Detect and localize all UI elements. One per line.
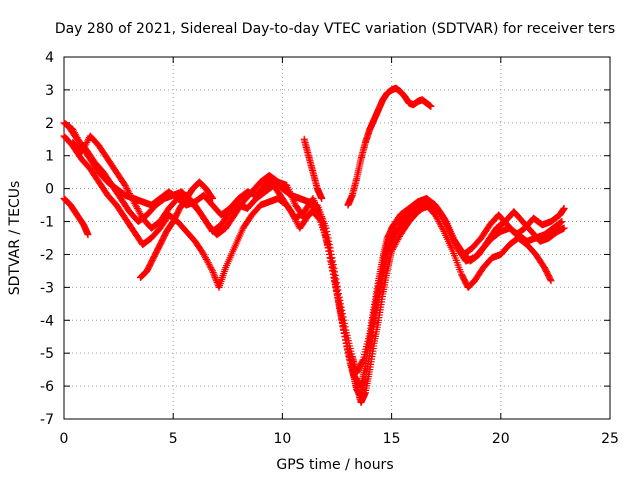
data-point xyxy=(84,231,92,239)
plot-frame xyxy=(63,56,611,420)
y-tick-label: -2 xyxy=(40,247,54,263)
y-tick-label: -4 xyxy=(40,313,54,329)
data-point-marker xyxy=(340,316,348,324)
y-axis: -7 -6 -5 -4 -3 -2 -1 0 1 2 3 4 xyxy=(40,50,610,428)
data-point-marker xyxy=(336,300,344,308)
data-point-marker xyxy=(332,275,340,283)
x-tick-label: 5 xyxy=(169,431,178,447)
data-point-marker xyxy=(333,279,341,287)
data-point-marker xyxy=(209,269,217,277)
data-point xyxy=(335,293,343,301)
data-point-marker xyxy=(356,381,364,389)
y-tick-label: -6 xyxy=(40,379,54,395)
data-point xyxy=(209,195,217,203)
data-point-marker xyxy=(327,250,335,258)
series-5 xyxy=(60,195,92,239)
data-point-marker xyxy=(338,310,346,318)
data-point-marker xyxy=(325,237,333,245)
data-point-marker xyxy=(329,261,337,269)
y-tick-label: -7 xyxy=(40,412,54,428)
data-point xyxy=(322,224,330,232)
data-point-marker xyxy=(325,241,333,249)
data-point-marker xyxy=(339,313,347,321)
y-tick-label: 3 xyxy=(45,83,54,99)
data-point-marker xyxy=(212,275,220,283)
data-point xyxy=(427,102,435,110)
data-point-marker xyxy=(336,297,344,305)
data-point-marker xyxy=(331,268,339,276)
data-point-marker xyxy=(333,282,341,290)
data-point-marker xyxy=(208,194,216,202)
x-axis-title: GPS time / hours xyxy=(276,457,393,473)
data-point-marker xyxy=(330,264,338,272)
y-tick-label: 0 xyxy=(45,182,54,198)
data-point-marker xyxy=(323,227,331,235)
data-point xyxy=(547,277,555,285)
data-point xyxy=(560,224,568,232)
data-point-marker xyxy=(327,247,335,255)
data-point-marker xyxy=(210,270,218,278)
data-point-marker xyxy=(210,272,218,280)
y-tick-label: 2 xyxy=(45,116,54,132)
data-point-marker xyxy=(324,234,332,242)
series-7 xyxy=(300,135,326,203)
data-point-marker xyxy=(323,231,331,239)
data-point-marker xyxy=(340,320,348,328)
data-point xyxy=(329,257,337,265)
data-point xyxy=(318,195,326,203)
x-tick-label: 10 xyxy=(273,431,291,447)
series-8 xyxy=(344,84,435,209)
y-tick-label: -1 xyxy=(40,215,54,231)
data-point-marker xyxy=(341,323,349,331)
data-point xyxy=(560,204,568,212)
y-tick-label: 1 xyxy=(45,149,54,165)
x-tick-label: 0 xyxy=(60,431,69,447)
data-point-marker xyxy=(335,290,343,298)
series-2 xyxy=(60,132,555,407)
y-axis-title: SDTVAR / TECUs xyxy=(7,181,23,296)
series-6 xyxy=(136,178,217,281)
data-point-marker xyxy=(359,357,367,365)
y-tick-label: -5 xyxy=(40,346,54,362)
data-point-marker xyxy=(211,273,219,281)
data-point-marker xyxy=(557,218,565,226)
y-tick-label: 4 xyxy=(45,50,54,66)
x-tick-label: 25 xyxy=(601,431,619,447)
data-point-marker xyxy=(337,303,345,311)
x-axis: 0 5 10 15 20 25 xyxy=(60,57,619,447)
data-series xyxy=(60,84,568,407)
data-point xyxy=(558,218,566,226)
y-tick-label: -3 xyxy=(40,280,54,296)
x-tick-label: 15 xyxy=(383,431,401,447)
data-point-marker xyxy=(331,272,339,280)
data-point-marker xyxy=(338,306,346,314)
data-point-marker xyxy=(439,226,447,234)
data-point-marker xyxy=(326,244,334,252)
data-point-marker xyxy=(208,265,216,273)
chart-title: Day 280 of 2021, Sidereal Day-to-day VTE… xyxy=(55,21,615,37)
x-tick-label: 20 xyxy=(492,431,510,447)
data-point-marker xyxy=(334,286,342,294)
data-point-marker xyxy=(212,277,220,285)
data-point-marker xyxy=(546,275,554,283)
data-point xyxy=(209,267,217,275)
data-point-marker xyxy=(328,254,336,262)
